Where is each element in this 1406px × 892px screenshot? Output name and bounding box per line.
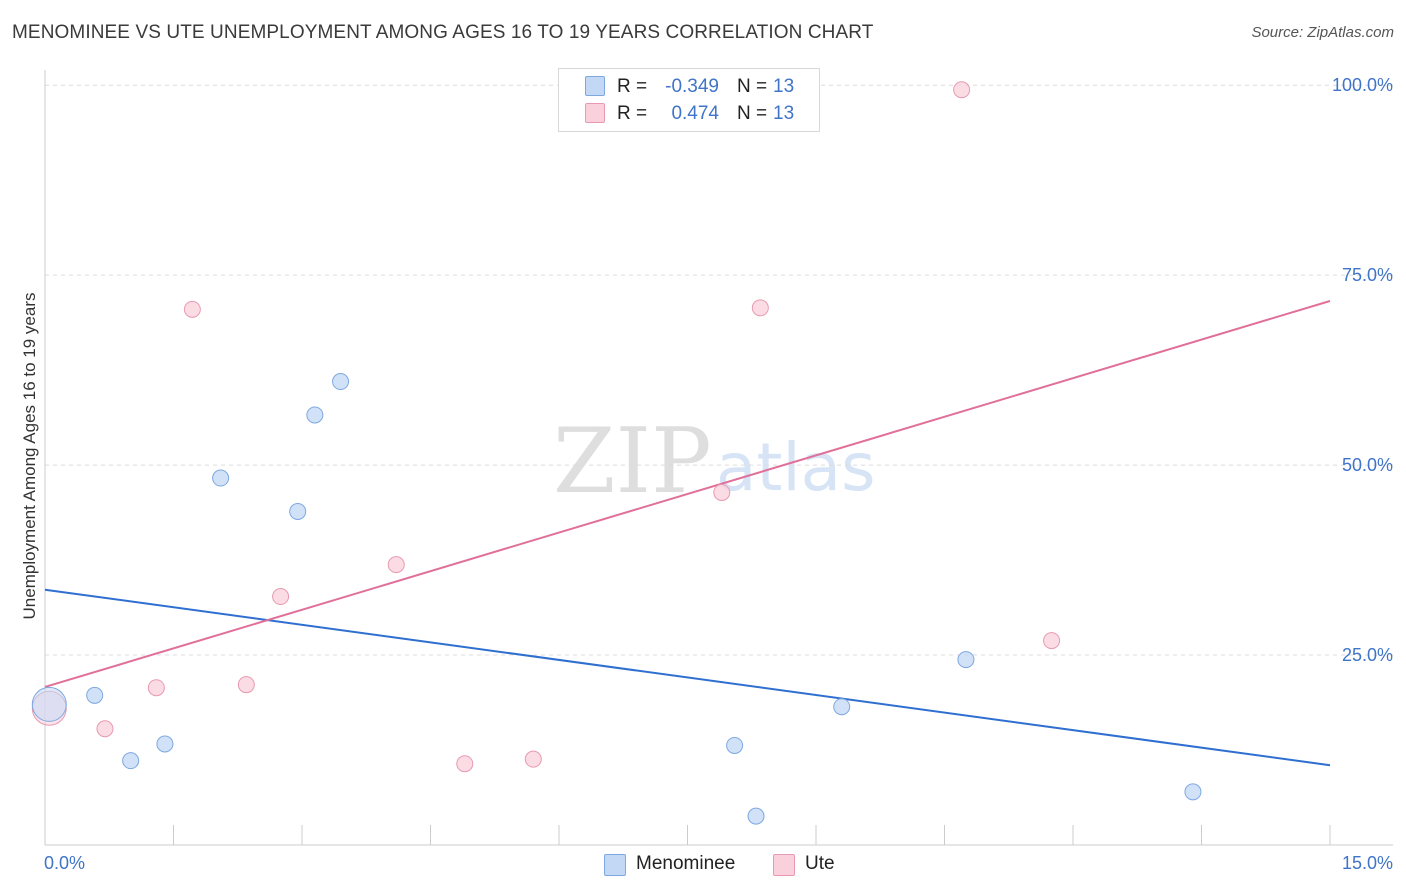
ute-swatch xyxy=(773,854,795,876)
zipatlas-watermark: ZIP atlas xyxy=(553,409,876,514)
x-tick-label: 0.0% xyxy=(44,853,85,873)
data-point-menominee xyxy=(31,686,67,722)
tick-labels: 25.0% 50.0% 75.0% 100.0% 0.0% 15.0% xyxy=(44,75,1393,873)
legend-n-value: 13 xyxy=(773,103,795,124)
data-point-menominee xyxy=(726,736,744,754)
data-point-ute xyxy=(272,588,290,606)
data-point-ute xyxy=(751,299,769,317)
gridlines xyxy=(45,84,1393,656)
menominee-legend-label: Menominee xyxy=(636,853,736,874)
data-point-ute xyxy=(96,720,114,738)
correlation-legend: R = -0.349 N = 13 R = 0.474 N = 13 xyxy=(558,68,820,132)
data-point-ute xyxy=(147,679,165,697)
legend-r-label: R = xyxy=(617,103,648,124)
watermark-zip: ZIP xyxy=(553,409,712,514)
legend-row-ute: R = 0.474 N = 13 xyxy=(559,100,819,126)
legend-swatch-ute xyxy=(585,103,605,123)
source-label: Source: ZipAtlas.com xyxy=(1251,24,1394,41)
chart-title: MENOMINEE VS UTE UNEMPLOYMENT AMONG AGES… xyxy=(12,22,874,43)
data-point-menominee xyxy=(86,686,104,704)
data-point-menominee xyxy=(212,469,230,487)
data-point-menominee xyxy=(747,807,765,825)
trend-line-menominee xyxy=(44,588,1331,767)
data-point-ute xyxy=(524,750,542,768)
data-points xyxy=(31,81,1202,825)
data-point-menominee xyxy=(156,735,174,753)
data-point-ute xyxy=(183,300,201,318)
legend-r-label: R = xyxy=(617,76,648,97)
legend-row-menominee: R = -0.349 N = 13 xyxy=(559,73,819,99)
legend-swatch-menominee xyxy=(585,76,605,96)
ute-legend-label: Ute xyxy=(805,853,835,874)
trend-lines xyxy=(44,300,1331,767)
watermark-atlas: atlas xyxy=(716,429,876,506)
data-point-menominee xyxy=(1184,783,1202,801)
axes xyxy=(44,70,1393,846)
data-point-ute xyxy=(953,81,971,99)
data-point-ute xyxy=(456,755,474,773)
legend-r-value: -0.349 xyxy=(665,76,719,97)
y-tick-label: 50.0% xyxy=(1342,455,1393,475)
legend-n-value: 13 xyxy=(773,76,795,97)
legend-n-label: N = xyxy=(737,103,768,124)
menominee-swatch xyxy=(604,854,626,876)
data-point-ute xyxy=(387,556,405,574)
data-point-menominee xyxy=(289,502,307,520)
data-point-menominee xyxy=(306,406,324,424)
data-point-ute xyxy=(713,483,731,501)
legend-n-label: N = xyxy=(737,76,768,97)
y-tick-label: 100.0% xyxy=(1332,75,1393,95)
data-point-ute xyxy=(1043,632,1061,650)
trend-line-ute xyxy=(44,300,1331,688)
data-point-menominee xyxy=(833,698,851,716)
data-point-menominee xyxy=(957,651,975,669)
data-point-ute xyxy=(237,676,255,694)
legend-r-value: 0.474 xyxy=(671,103,719,124)
data-point-menominee xyxy=(332,373,350,391)
data-point-menominee xyxy=(122,752,140,770)
y-tick-label: 75.0% xyxy=(1342,265,1393,285)
y-tick-label: 25.0% xyxy=(1342,645,1393,665)
x-tick-label: 15.0% xyxy=(1342,853,1393,873)
